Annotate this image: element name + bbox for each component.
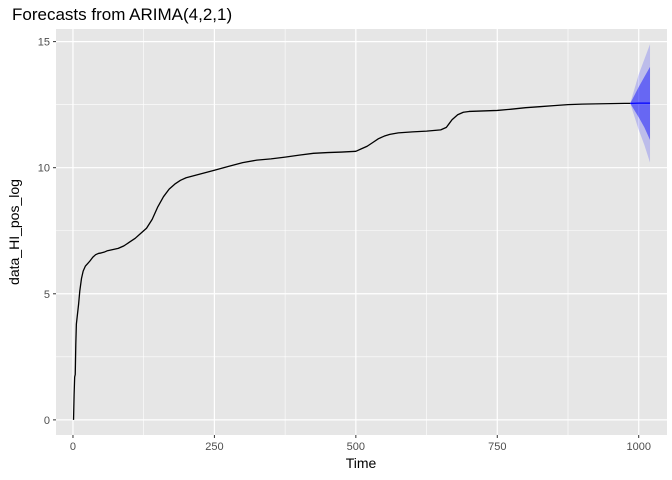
grid-minor [56,29,667,435]
grid-major [56,29,667,435]
x-tick-label: 250 [205,441,223,453]
y-tick-label: 15 [38,37,50,49]
x-tick-label: 500 [347,441,365,453]
x-axis-title: Time [346,455,377,471]
y-axis-title: data_HI_pos_log [6,179,22,285]
chart-title: Forecasts from ARIMA(4,2,1) [12,5,232,24]
x-tick-label: 1000 [626,441,650,453]
y-axis-ticks: 0 5 10 15 [38,37,56,427]
y-tick-label: 10 [38,163,50,175]
series-line [72,102,631,420]
x-tick-label: 750 [488,441,506,453]
x-tick-label: 0 [70,441,76,453]
plot-panel [56,29,667,435]
y-tick-label: 5 [44,289,50,301]
y-tick-label: 0 [44,415,50,427]
x-axis-ticks: 0 250 500 750 1000 [70,435,651,453]
